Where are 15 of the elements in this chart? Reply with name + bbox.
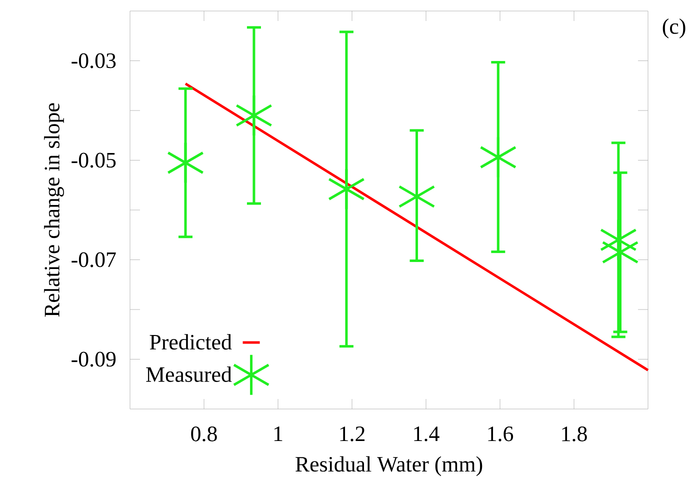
y-tick-label: -0.09 xyxy=(72,352,116,367)
x-tick-label: 1.6 xyxy=(488,426,514,442)
y-tick-label: -0.03 xyxy=(72,53,116,68)
y-axis-title: Relative change in slope xyxy=(44,103,64,317)
legend-label: Measured xyxy=(146,366,232,382)
text: (c) xyxy=(662,18,686,38)
x-tick-label: 1.2 xyxy=(340,426,364,442)
x-tick-label: 1.4 xyxy=(414,426,440,442)
x-axis-title: Residual Water (mm) xyxy=(296,456,482,476)
x-tick-label: 1.8 xyxy=(562,426,587,442)
x-tick-label: 0.8 xyxy=(191,426,217,442)
y-tick-label: -0.07 xyxy=(72,252,116,268)
legend-label: Predicted xyxy=(150,334,232,350)
y-tick-label: -0.05 xyxy=(72,152,116,168)
x-tick-label: 1 xyxy=(274,426,282,441)
